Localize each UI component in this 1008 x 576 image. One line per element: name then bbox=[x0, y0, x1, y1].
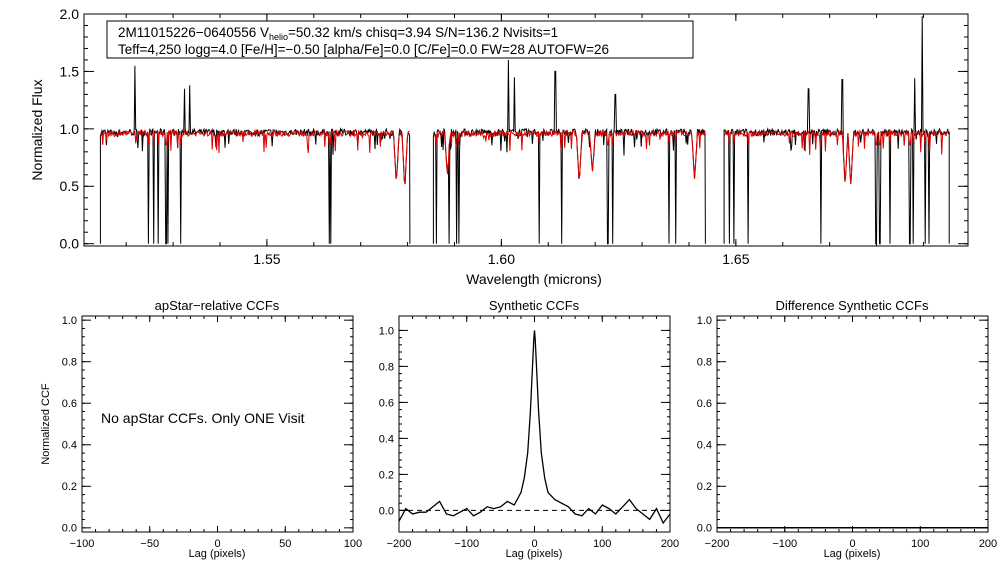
header-box bbox=[106, 20, 694, 59]
synthetic-ytick-label: 1.0 bbox=[379, 325, 394, 337]
apstar-xlabel: Lag (pixels) bbox=[189, 548, 246, 560]
synthetic-xtick-label: 0 bbox=[531, 538, 537, 550]
spectrum-ytick-label: 2.0 bbox=[60, 6, 80, 22]
difference-ccf-panel: −200 −100 0 100 200 0.0 0.2 0.4 0.6 0.8 1.0 Differ… bbox=[697, 298, 997, 560]
difference-xtick-label: −100 bbox=[772, 538, 797, 550]
synthetic-xlabel: Lag (pixels) bbox=[506, 548, 563, 560]
model-spectrum-line bbox=[99, 128, 950, 185]
spectrum-plot-area bbox=[83, 13, 969, 247]
spectrum-ytick-label: 1.5 bbox=[60, 63, 80, 79]
header-line-1-values: =50.32 km/s chisq=3.94 S/N=136.2 Nvisits… bbox=[288, 25, 558, 40]
synthetic-ccf-line bbox=[398, 330, 671, 525]
apstar-ytick-label: 0.6 bbox=[62, 398, 77, 410]
apstar-message: No apStar CCFs. Only ONE Visit bbox=[101, 410, 305, 426]
apstar-ytick-label: 0.8 bbox=[62, 357, 77, 369]
apstar-ytick-label: 0.0 bbox=[62, 523, 77, 535]
synthetic-ytick-label: 0.4 bbox=[379, 433, 394, 445]
header-line-1-object: 2M11015226−0640556 V bbox=[118, 25, 269, 40]
synthetic-xtick-label: −200 bbox=[387, 538, 412, 550]
synthetic-ytick-label: 0.0 bbox=[379, 505, 394, 517]
difference-ytick-label: 0.2 bbox=[697, 481, 712, 493]
apstar-xtick-label: −100 bbox=[70, 538, 95, 550]
difference-title: Difference Synthetic CCFs bbox=[776, 298, 929, 313]
synthetic-data bbox=[398, 330, 671, 525]
synthetic-ccf-panel: −200 −100 0 100 200 0.0 0.2 0.4 0.6 0.8 1.0 Synthe… bbox=[379, 298, 679, 560]
header-line-1: 2M11015226−0640556 Vhelio=50.32 km/s chi… bbox=[118, 25, 558, 42]
apstar-title: apStar−relative CCFs bbox=[155, 298, 280, 313]
spectrum-axes: 1.55 1.60 1.65 0.0 0.5 1.0 1.5 2.0 bbox=[60, 6, 968, 267]
synthetic-ytick-label: 0.2 bbox=[379, 469, 394, 481]
header-line-1-subscript: helio bbox=[269, 32, 288, 42]
spectrum-xtick-label: 1.55 bbox=[253, 251, 280, 267]
synthetic-xtick-label: 200 bbox=[661, 538, 679, 550]
difference-ytick-label: 0.6 bbox=[697, 398, 712, 410]
difference-xtick-label: 100 bbox=[911, 538, 929, 550]
synthetic-ytick-label: 0.6 bbox=[379, 397, 394, 409]
apstar-xtick-label: 50 bbox=[279, 538, 291, 550]
apstar-axes: −100 −50 0 50 100 0.0 0.2 0.4 0.6 0.8 1.0 bbox=[62, 315, 362, 550]
apstar-ylabel: Normalized CCF bbox=[40, 383, 52, 465]
apstar-ytick-label: 0.4 bbox=[62, 440, 77, 452]
difference-xtick-label: −200 bbox=[705, 538, 730, 550]
difference-ytick-label: 0.4 bbox=[697, 440, 712, 452]
apstar-xtick-label: −50 bbox=[140, 538, 159, 550]
apstar-xtick-label: 0 bbox=[214, 538, 220, 550]
difference-xtick-label: 200 bbox=[979, 538, 997, 550]
synthetic-axes: −200 −100 0 100 200 0.0 0.2 0.4 0.6 0.8 1.0 bbox=[379, 316, 679, 550]
spectrum-panel: 1.55 1.60 1.65 0.0 0.5 1.0 1.5 2.0 Normalized F… bbox=[29, 6, 969, 287]
difference-plot-area bbox=[716, 315, 989, 533]
spectrum-ytick-label: 0.0 bbox=[60, 236, 80, 252]
spectrum-ylabel: Normalized Flux bbox=[29, 79, 45, 180]
spectrum-xlabel: Wavelength (microns) bbox=[466, 271, 602, 287]
apstar-ccf-panel: −100 −50 0 50 100 0.0 0.2 0.4 0.6 0.8 1.0 apStar−r… bbox=[40, 298, 362, 560]
difference-ytick-label: 0.0 bbox=[697, 523, 712, 535]
spectrum-data bbox=[99, 16, 950, 245]
apstar-ytick-label: 1.0 bbox=[62, 315, 77, 327]
synthetic-title: Synthetic CCFs bbox=[489, 298, 580, 313]
synthetic-xtick-label: −100 bbox=[454, 538, 479, 550]
difference-xtick-label: 0 bbox=[849, 538, 855, 550]
apstar-xtick-label: 100 bbox=[344, 538, 362, 550]
spectrum-xtick-label: 1.60 bbox=[488, 251, 515, 267]
spectrum-ytick-label: 1.0 bbox=[60, 121, 80, 137]
synthetic-ytick-label: 0.8 bbox=[379, 361, 394, 373]
synthetic-xtick-label: 100 bbox=[593, 538, 611, 550]
apstar-ytick-label: 0.2 bbox=[62, 481, 77, 493]
difference-ytick-label: 0.8 bbox=[697, 357, 712, 369]
header-line-2: Teff=4,250 logg=4.0 [Fe/H]=−0.50 [alpha/… bbox=[118, 42, 609, 57]
difference-xlabel: Lag (pixels) bbox=[824, 548, 881, 560]
spectrum-xtick-label: 1.65 bbox=[722, 251, 749, 267]
difference-axes: −200 −100 0 100 200 0.0 0.2 0.4 0.6 0.8 1.0 bbox=[697, 315, 997, 550]
difference-ytick-label: 1.0 bbox=[697, 315, 712, 327]
spectrum-ytick-label: 0.5 bbox=[60, 178, 80, 194]
